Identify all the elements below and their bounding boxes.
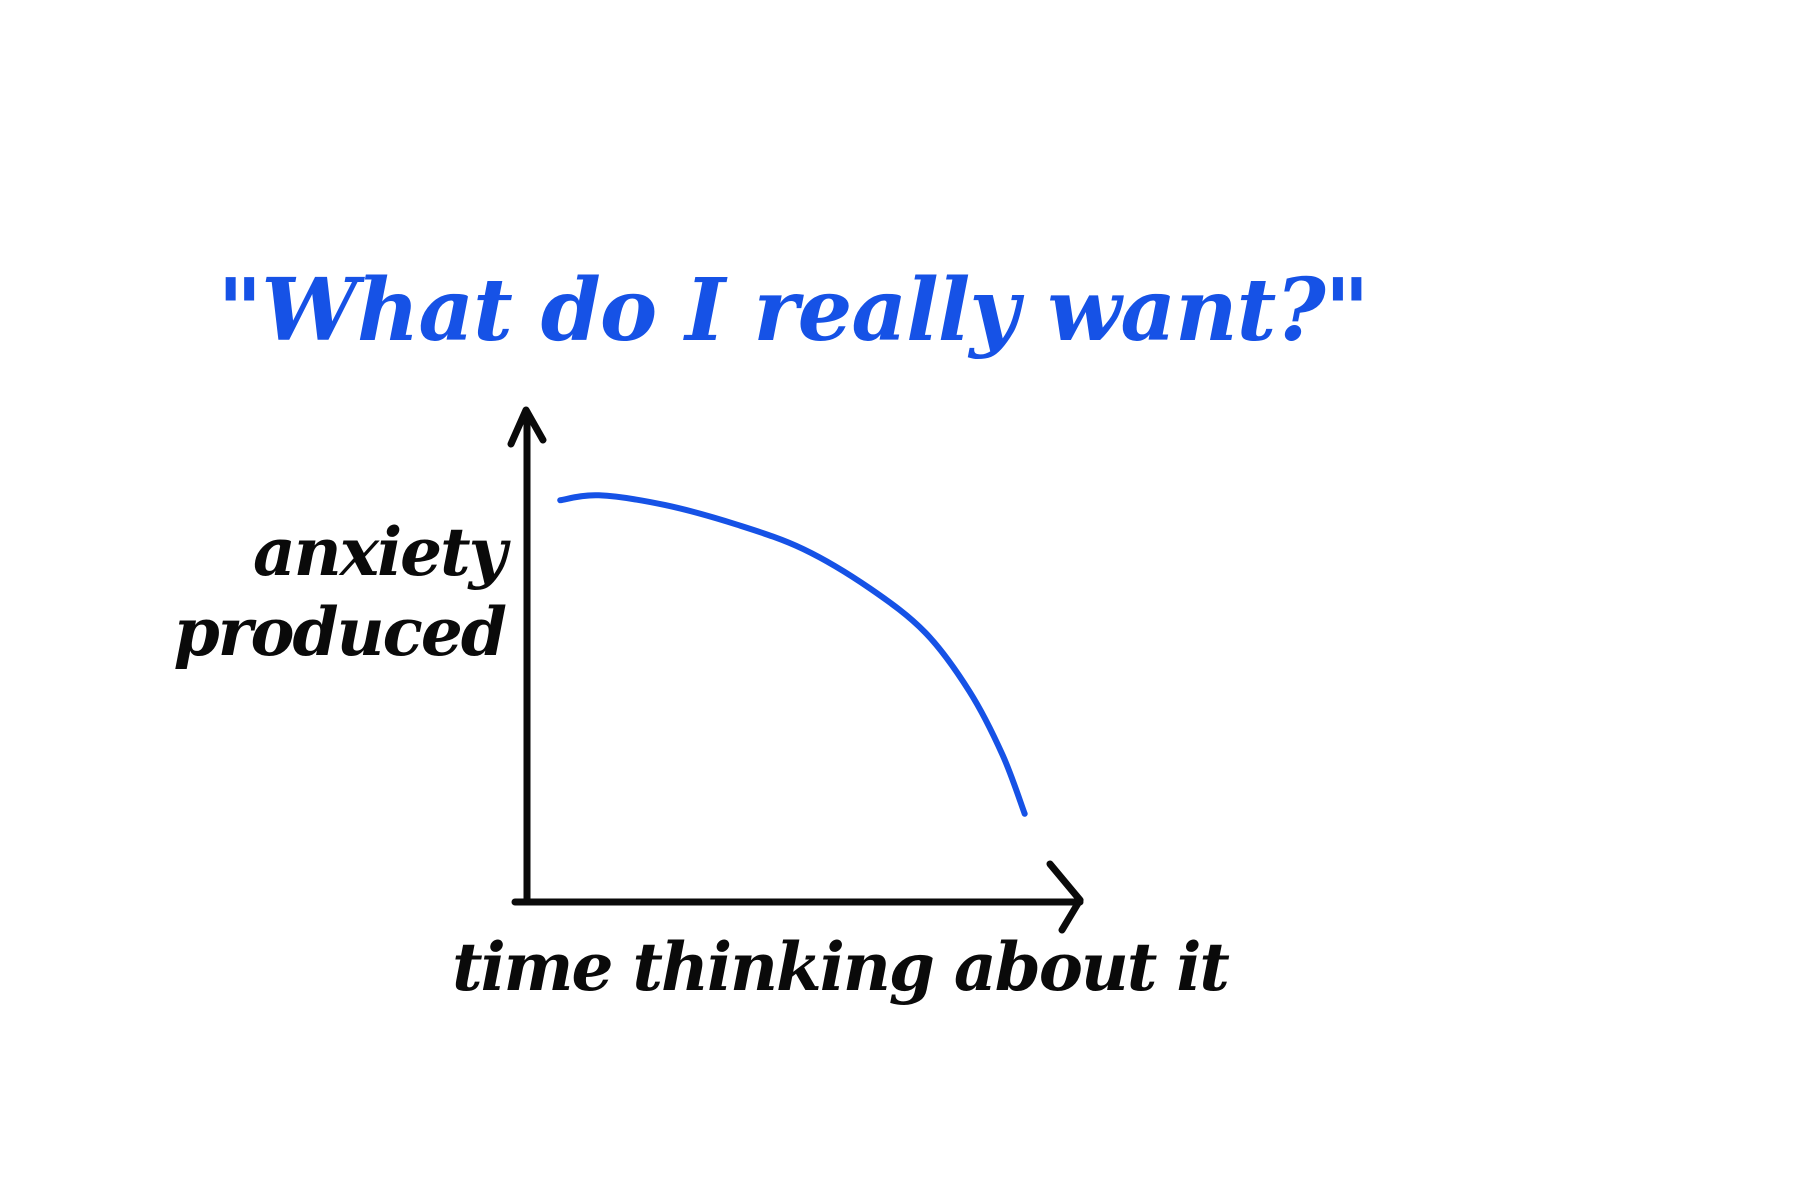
x-axis-label: time thinking about it bbox=[452, 928, 1229, 1006]
y-axis-arrowhead bbox=[507, 406, 547, 448]
series-line-0 bbox=[557, 492, 1028, 817]
y-axis-label-line-1: anxiety bbox=[253, 513, 512, 591]
plot-area bbox=[557, 492, 1028, 817]
x-axis-arrowhead bbox=[1046, 860, 1084, 934]
y-axis-label-line-2: produced bbox=[174, 593, 506, 671]
chart-title: "What do I really want?" bbox=[217, 260, 1368, 361]
